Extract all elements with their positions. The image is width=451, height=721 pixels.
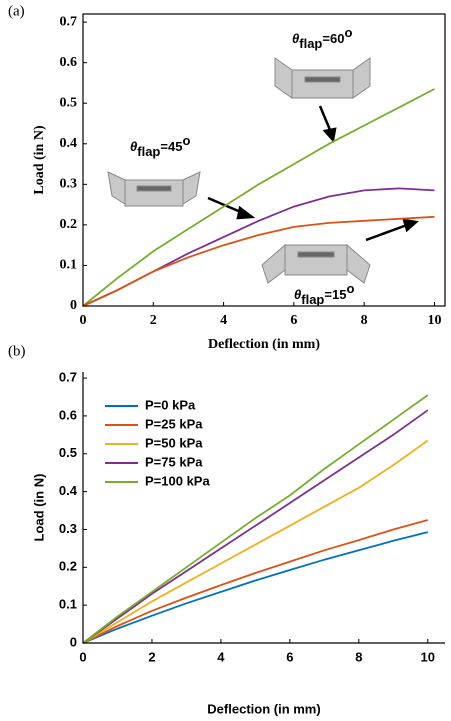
annotation-subscript: flap (137, 144, 160, 159)
annotation: θflap=60o (292, 25, 352, 51)
data-line (83, 520, 428, 643)
annotation-text: =15 (324, 287, 346, 302)
annotation-superscript: o (346, 281, 354, 296)
y-tick-label: 0.2 (60, 217, 78, 232)
y-axis-label: Load (in N) (32, 125, 47, 195)
y-tick-label: 0.7 (59, 369, 77, 384)
y-tick-label: 0.2 (59, 559, 77, 574)
y-tick-label: 0.6 (59, 407, 77, 422)
annotation-superscript: o (182, 133, 190, 148)
annotation: θflap=15o (294, 281, 354, 307)
annotation-superscript: o (344, 25, 352, 40)
x-tick-label: 8 (361, 313, 368, 328)
y-tick-label: 0 (70, 298, 77, 313)
y-tick-label: 0.4 (59, 483, 78, 498)
annotation-subscript: flap (299, 36, 322, 51)
y-tick-label: 0.4 (60, 136, 78, 151)
annotation: θflap=45o (130, 133, 190, 159)
data-line (83, 410, 428, 643)
x-tick-label: 8 (355, 649, 362, 664)
y-tick-label: 0.6 (60, 55, 78, 70)
x-tick-label: 10 (421, 649, 435, 664)
panel-label: (b) (8, 343, 26, 359)
device-15 (262, 245, 370, 283)
legend-label: P=75 kPa (145, 454, 203, 469)
x-tick-label: 4 (220, 313, 227, 328)
annotation-subscript: flap (301, 292, 324, 307)
panel-label: (a) (8, 3, 25, 19)
device-60 (275, 58, 370, 98)
annotation-text: =60 (322, 31, 344, 46)
x-tick-label: 6 (286, 649, 293, 664)
panel-a: (a) 0 0.1 0.2 0.3 0.4 0.5 0.6 0.7 0 2 4 6 8 10 Deflecti… (8, 3, 445, 352)
y-tick-label: 0.3 (59, 521, 77, 536)
annotation-symbol: θ (294, 287, 301, 302)
y-tick-label: 0.1 (60, 258, 78, 273)
y-tick-label: 0.1 (59, 597, 77, 612)
y-tick-label: 0.5 (59, 445, 77, 460)
figure: (a) 0 0.1 0.2 0.3 0.4 0.5 0.6 0.7 0 2 4 6 8 10 Deflecti… (0, 0, 451, 721)
y-tick-label: 0 (70, 634, 77, 649)
annotation-symbol: θ (292, 31, 299, 46)
legend-label: P=50 kPa (145, 435, 203, 450)
data-line (83, 441, 428, 644)
y-tick-label: 0.3 (60, 177, 78, 192)
x-tick-label: 2 (148, 649, 155, 664)
x-tick-label: 6 (290, 313, 297, 328)
device-45 (108, 172, 200, 206)
y-tick-label: 0.5 (60, 95, 78, 110)
x-axis-label: Deflection (in mm) (207, 701, 320, 716)
panel-b: (b) 0 0.1 0.2 0.3 0.4 0.5 0.6 0.7 0 2 4 6 8 10 Deflecti… (8, 343, 445, 716)
x-tick-label: 0 (79, 649, 86, 664)
x-axis-label: Deflection (in mm) (208, 337, 320, 352)
legend-label: P=25 kPa (145, 416, 203, 431)
x-tick-label: 10 (427, 313, 441, 328)
x-tick-label: 2 (150, 313, 157, 328)
y-axis-label: Load (in N) (31, 474, 46, 542)
x-tick-label: 0 (80, 313, 87, 328)
x-tick-label: 4 (217, 649, 225, 664)
annotation-symbol: θ (130, 139, 137, 154)
annotation-text: =45 (160, 139, 182, 154)
data-line (83, 532, 428, 643)
y-tick-label: 0.7 (60, 14, 78, 29)
legend-label: P=100 kPa (145, 473, 210, 488)
data-line (83, 217, 435, 306)
legend-label: P=0 kPa (145, 397, 196, 412)
